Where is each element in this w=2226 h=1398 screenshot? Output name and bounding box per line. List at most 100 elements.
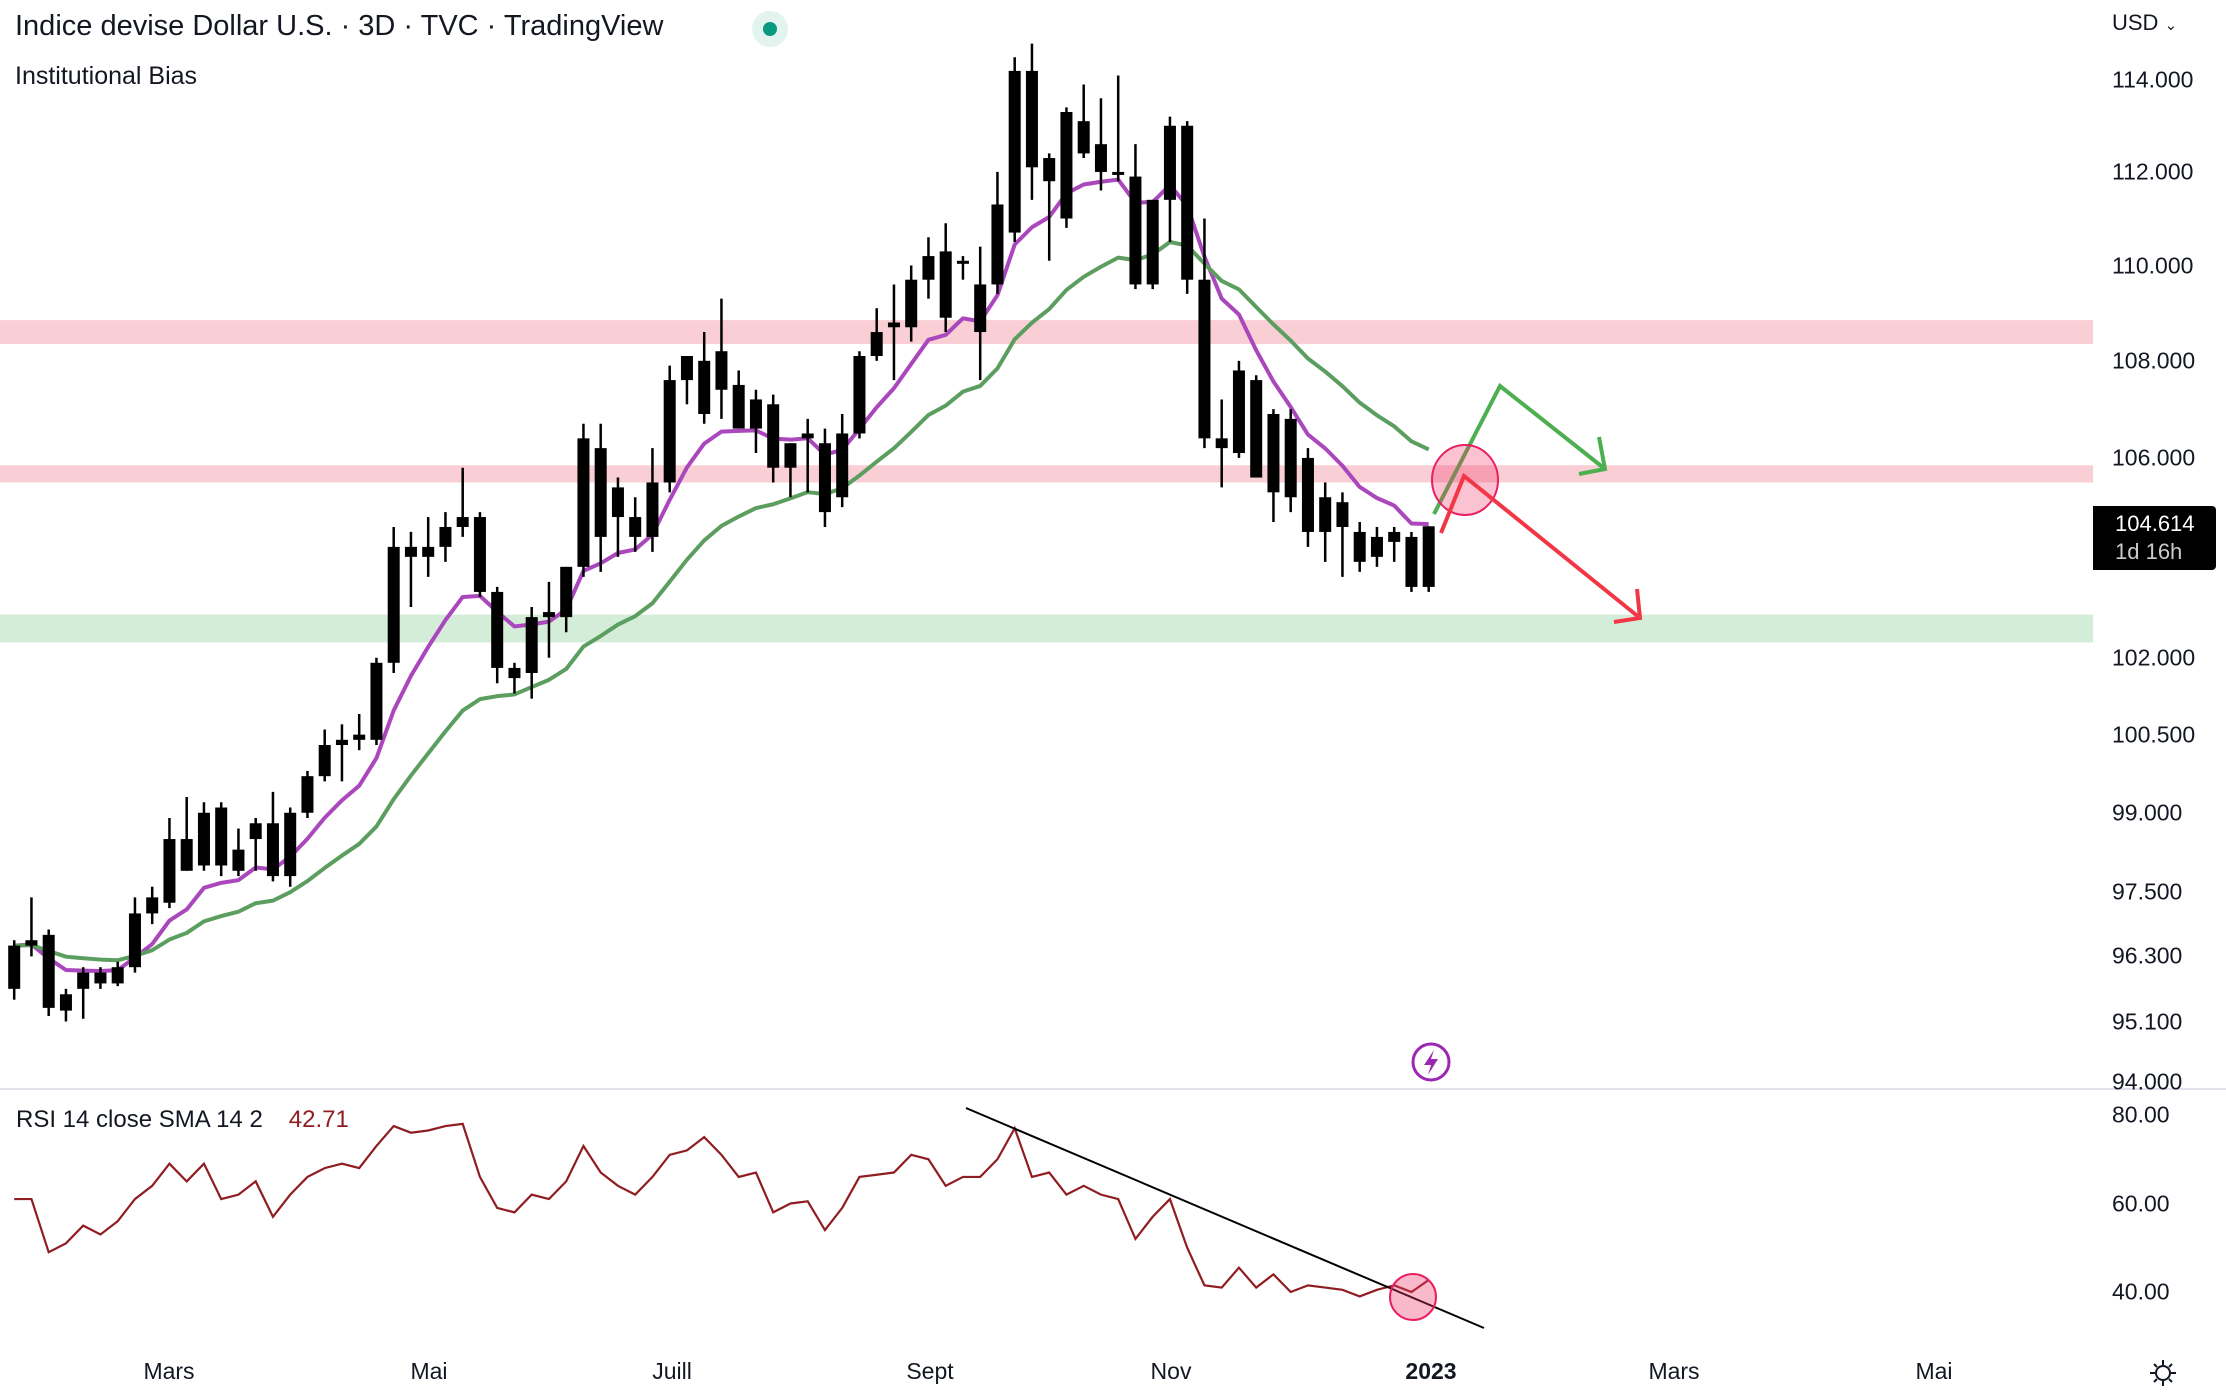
- candle: [749, 389, 762, 454]
- candle: [922, 237, 935, 299]
- chevron-down-icon: ⌄: [2164, 17, 2178, 34]
- candle: [232, 828, 245, 877]
- time-label-year: 2023: [1405, 1358, 1457, 1384]
- candle: [387, 526, 400, 674]
- candle-body: [387, 546, 400, 663]
- candle: [1163, 116, 1176, 242]
- candle-body: [1336, 502, 1349, 527]
- candle: [629, 497, 642, 552]
- candle: [939, 223, 952, 333]
- candle-body: [1112, 171, 1125, 175]
- highlight-circle[interactable]: [1431, 444, 1499, 516]
- rsi-tick-label: 80.00: [2112, 1101, 2170, 1128]
- price-zone: [0, 320, 2093, 345]
- price-tick-label: 96.300: [2112, 942, 2183, 969]
- candle: [146, 886, 159, 925]
- candle-body: [836, 433, 849, 498]
- candle: [1405, 531, 1418, 592]
- candle: [611, 477, 624, 557]
- candle-body: [577, 438, 590, 567]
- rsi-label: RSI 14 close SMA 14 2: [16, 1106, 263, 1133]
- candle-body: [422, 546, 435, 557]
- lightning-icon[interactable]: [1411, 1042, 1451, 1082]
- candle: [1267, 409, 1280, 523]
- candle-body: [1181, 125, 1194, 280]
- candle-body: [663, 380, 676, 483]
- candle: [1146, 199, 1159, 290]
- candle-body: [1267, 413, 1280, 493]
- indicator-label[interactable]: Institutional Bias: [15, 62, 198, 90]
- time-label: Mai: [410, 1358, 448, 1384]
- drawing-bearish-path[interactable]: [1439, 472, 1643, 624]
- currency-selector[interactable]: USD ⌄: [2112, 10, 2177, 36]
- time-label: Mars: [1648, 1358, 1700, 1384]
- candle: [42, 929, 55, 1017]
- time-label: Sept: [906, 1358, 954, 1384]
- candle-body: [853, 356, 866, 434]
- candle: [1025, 43, 1038, 200]
- candle: [1250, 375, 1263, 478]
- rsi-trendline[interactable]: [965, 1107, 1485, 1329]
- candle-body: [8, 945, 21, 989]
- market-status-indicator[interactable]: [752, 11, 788, 47]
- candle: [974, 246, 987, 381]
- candle: [318, 729, 331, 782]
- candle-body: [1043, 158, 1056, 182]
- candle-body: [1077, 121, 1090, 154]
- candle-body: [353, 734, 366, 740]
- candle-body: [715, 351, 728, 390]
- candle-body: [232, 849, 245, 871]
- candle: [266, 791, 279, 882]
- candle: [1043, 153, 1056, 261]
- gear-icon[interactable]: [2149, 1359, 2177, 1387]
- price-tick-label: 100.500: [2112, 721, 2196, 748]
- candle-body: [698, 360, 711, 414]
- rsi-tick-label: 40.00: [2112, 1278, 2170, 1305]
- candle: [698, 332, 711, 424]
- last-price-label: 104.614 1d 16h: [2093, 506, 2216, 570]
- candle-body: [1319, 497, 1332, 532]
- candle-body: [922, 256, 935, 280]
- candle-body: [611, 487, 624, 518]
- zones-layer: [0, 320, 2093, 643]
- candle-body: [1422, 526, 1435, 587]
- rsi-highlight-circle[interactable]: [1389, 1273, 1437, 1321]
- candle: [1301, 448, 1314, 547]
- rsi-legend[interactable]: RSI 14 close SMA 14 2 42.71: [16, 1106, 349, 1134]
- candle: [335, 724, 348, 782]
- candle: [1181, 121, 1194, 294]
- bar-countdown: 1d 16h: [2115, 539, 2183, 564]
- candle-body: [249, 823, 262, 840]
- chart-title: Indice devise Dollar U.S. · 3D · TVC · T…: [15, 10, 664, 42]
- candle-body: [1146, 199, 1159, 285]
- candle-body: [1163, 125, 1176, 200]
- candle: [715, 298, 728, 419]
- candle-body: [956, 260, 969, 264]
- candle: [853, 351, 866, 439]
- candle: [560, 566, 573, 633]
- drawing-bullish-path[interactable]: [1432, 382, 1608, 515]
- candle-body: [508, 667, 521, 679]
- candle: [128, 897, 141, 973]
- candle: [508, 662, 521, 694]
- candle: [646, 448, 659, 552]
- candle: [456, 467, 469, 537]
- rsi-layer: [14, 1122, 1430, 1298]
- candle-body: [974, 284, 987, 333]
- candle: [439, 512, 452, 562]
- candle-body: [749, 399, 762, 429]
- candle: [1198, 218, 1211, 449]
- time-label: Nov: [1150, 1358, 1192, 1384]
- candle-body: [473, 517, 486, 592]
- candle-body: [180, 839, 193, 871]
- candle: [767, 394, 780, 483]
- candle-body: [94, 972, 107, 984]
- candle-body: [1284, 418, 1297, 498]
- price-tick-label: 102.000: [2112, 644, 2196, 671]
- candle: [249, 818, 262, 871]
- candle: [180, 797, 193, 871]
- candle: [111, 961, 124, 987]
- price-tick-label: 95.100: [2112, 1008, 2183, 1034]
- candle-body: [318, 745, 331, 777]
